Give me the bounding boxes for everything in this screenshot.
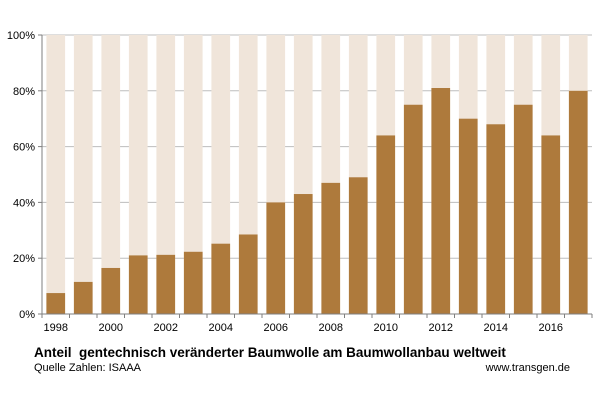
source-note: Quelle Zahlen: ISAAA: [34, 362, 142, 374]
bar-2009: [348, 177, 368, 314]
bar-2010: [376, 135, 396, 314]
y-tick-label: 100%: [7, 30, 35, 42]
bar-1998: [46, 293, 66, 314]
background-bar-1998: [46, 35, 66, 314]
bar-2012: [431, 88, 451, 314]
bar-2005: [238, 234, 258, 314]
bar-2013: [458, 118, 478, 314]
background-bars: [46, 35, 588, 314]
gridlines: [42, 34, 592, 315]
x-tick-label: 2004: [209, 322, 233, 334]
y-tick-label: 80%: [13, 86, 35, 98]
website-link: www.transgen.de: [485, 362, 570, 374]
x-tick-label: 2002: [154, 322, 178, 334]
bar-2016: [541, 135, 561, 314]
bar-2008: [321, 182, 341, 314]
bar-2006: [266, 202, 286, 314]
x-tick-label: 2012: [429, 322, 453, 334]
y-tick-label: 20%: [13, 253, 35, 265]
bar-chart: 0% 20% 40% 60% 80% 100% 1998 2000 2002 2004 2006 2…: [7, 30, 593, 334]
background-bar-2003: [183, 35, 203, 314]
bar-2001: [128, 255, 148, 314]
y-tick-labels: 0% 20% 40% 60% 80% 100%: [7, 30, 42, 321]
x-tick-label: 1998: [44, 322, 68, 334]
axes: [41, 35, 592, 315]
bar-2002: [156, 254, 176, 314]
data-bars: [46, 88, 588, 314]
bar-2011: [403, 104, 423, 314]
chart-title: Anteil gentechnisch veränderter Baumwoll…: [34, 345, 506, 360]
x-tick-label: 2008: [319, 322, 343, 334]
x-tick-label: 2006: [264, 322, 288, 334]
y-tick-label: 60%: [13, 142, 35, 154]
x-tick-labels: 1998 2000 2002 2004 2006 2008 2010 2012 2014 2016: [41, 314, 593, 334]
background-bar-2000: [101, 35, 121, 314]
y-tick-label: 0%: [19, 309, 35, 321]
bar-2007: [293, 194, 313, 314]
x-tick-label: 2016: [539, 322, 563, 334]
x-tick-label: 2000: [99, 322, 123, 334]
x-tick-label: 2010: [374, 322, 398, 334]
bar-2014: [486, 124, 506, 314]
bar-2015: [513, 104, 533, 314]
bar-2017: [568, 90, 588, 314]
background-bar-2002: [156, 35, 176, 314]
background-bar-2001: [128, 35, 148, 314]
y-tick-label: 40%: [13, 197, 35, 209]
bar-2004: [211, 243, 231, 314]
x-tick-label: 2014: [484, 322, 508, 334]
bar-1999: [73, 281, 93, 314]
bar-2003: [183, 251, 203, 314]
background-bar-1999: [73, 35, 93, 314]
bar-2000: [101, 267, 121, 314]
